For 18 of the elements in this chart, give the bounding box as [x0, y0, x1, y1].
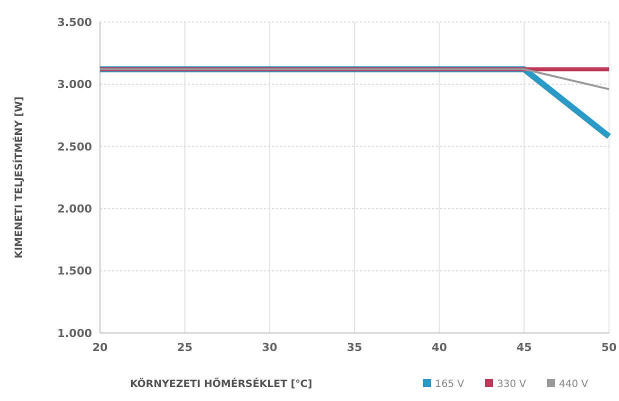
x-tick-label: 40 — [432, 341, 448, 354]
x-tick-label: 30 — [262, 341, 278, 354]
y-tick-label: 3.000 — [57, 78, 92, 92]
x-tick-label: 35 — [346, 341, 362, 354]
x-tick-label: 20 — [92, 341, 108, 354]
y-tick-label: 1.500 — [57, 264, 92, 278]
legend-label: 165 V — [435, 379, 464, 390]
x-tick-label: 50 — [601, 341, 617, 354]
y-tick-label: 1.000 — [57, 326, 92, 340]
y-tick-label: 2.500 — [57, 140, 92, 154]
y-tick-label: 2.000 — [57, 202, 92, 216]
y-axis-title: KIMENETI TELJESÍTMÉNY [W] — [12, 96, 25, 258]
legend-label: 330 V — [497, 379, 526, 390]
x-tick-label: 25 — [177, 341, 192, 354]
x-tick-label: 45 — [516, 341, 532, 354]
legend-label: 440 V — [559, 379, 588, 390]
x-axis-title: KÖRNYEZETI HŐMÉRSÉKLET [°C] — [130, 377, 312, 390]
y-tick-label: 3.500 — [57, 16, 92, 29]
